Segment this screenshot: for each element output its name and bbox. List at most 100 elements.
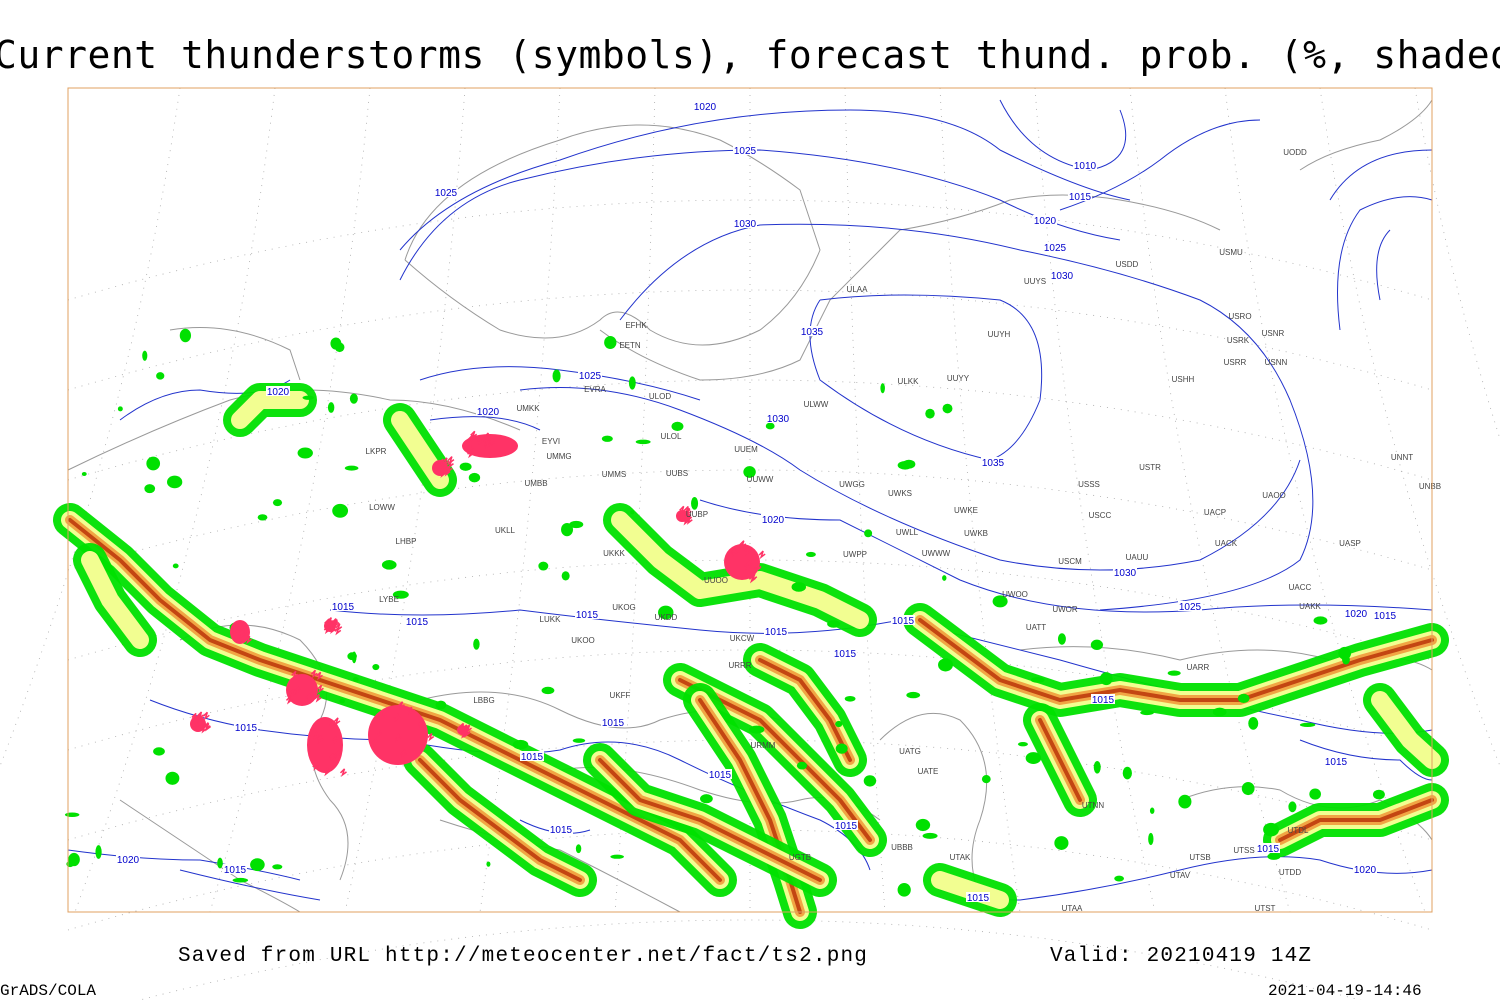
probability-speck [330, 337, 342, 350]
probability-speck [459, 462, 472, 471]
probability-speck [561, 571, 570, 581]
valid-time: Valid: 20210419 14Z [1050, 945, 1312, 968]
isobar-label-bg [1324, 756, 1348, 766]
isobar-label-bg [405, 616, 429, 626]
thunderstorm-symbol [289, 689, 297, 698]
probability-shading [1278, 798, 1434, 842]
thunderstorm-symbol [375, 729, 383, 738]
probability-speck [512, 739, 529, 750]
probability-speck [327, 402, 335, 413]
thunderstorm-symbol [442, 457, 450, 466]
isobar-label: 1025 [734, 146, 757, 157]
probability-shading [81, 551, 149, 649]
isobar-label: 1015 [1374, 611, 1397, 622]
probability-speck [95, 845, 102, 859]
isobar-label: 1015 [1325, 757, 1348, 768]
thunderstorm-symbol [743, 547, 751, 556]
station-label: UARR [1187, 663, 1210, 672]
thunderstorm-symbol [678, 511, 686, 521]
probability-speck [68, 852, 80, 867]
probability-speck [1313, 616, 1328, 625]
isobar-label-bg [223, 864, 247, 874]
thunderstorm-symbol [326, 617, 334, 626]
station-label: UKKK [603, 549, 625, 558]
thunderstorm-symbol [238, 630, 246, 639]
station-label: UATE [918, 767, 939, 776]
isobar-label: 1015 [1092, 695, 1115, 706]
probability-speck [156, 372, 165, 380]
station-label: UMKK [516, 404, 540, 413]
station-label: LHBP [396, 537, 417, 546]
station-label: UWKB [964, 529, 988, 538]
thunderstorm-symbol [191, 715, 199, 724]
isobar-label: 1025 [435, 188, 458, 199]
meridian [939, 87, 1021, 913]
isobar-label-bg [834, 820, 858, 830]
isobar [809, 294, 1043, 461]
thunderstorm-symbol [510, 444, 518, 454]
probability-speck [349, 393, 358, 404]
station-label: ULOD [649, 392, 671, 401]
probability-speck [1149, 807, 1155, 814]
probability-speck [473, 638, 480, 650]
station-label: ULWW [804, 400, 829, 409]
isobar-label: 1020 [1345, 609, 1368, 620]
station-label: UWPP [843, 550, 867, 559]
thunderstorm-symbol [679, 505, 687, 515]
probability-speck [217, 857, 223, 869]
thunderstorm-symbol [323, 625, 331, 635]
thunderstorm-symbol [291, 670, 299, 680]
probability-speck [691, 496, 699, 510]
isobar-label: 1020 [1354, 865, 1377, 876]
probability-speck [250, 858, 265, 872]
probability-speck [915, 818, 931, 832]
thunderstorm-symbol [464, 724, 472, 734]
isobar-label-bg [966, 892, 990, 902]
isobar-label-bg [116, 854, 140, 864]
probability-speck [257, 514, 268, 521]
probability-speck [906, 691, 921, 699]
thunderstorm-symbol [483, 432, 491, 442]
probability-speck [569, 520, 584, 529]
probability-speck [796, 761, 808, 770]
station-label: UWOR [1052, 605, 1078, 614]
meridian [1129, 87, 1291, 913]
probability-speck [925, 408, 935, 419]
probability-speck [167, 475, 183, 489]
station-label: UUYS [1024, 277, 1046, 286]
station-label: UMBB [524, 479, 547, 488]
probability-speck [902, 459, 916, 469]
station-label: UTDD [1279, 868, 1301, 877]
probability-speck [146, 456, 161, 471]
isobar-label-bg [693, 101, 717, 111]
station-label: UMMS [602, 470, 626, 479]
probability-speck [992, 595, 1008, 608]
station-label: UTAK [950, 853, 971, 862]
thunderstorm-symbol [438, 458, 446, 468]
probability-speck [1140, 710, 1154, 716]
probability-speck [232, 877, 249, 883]
probability-speck [827, 620, 841, 628]
isobar-label: 1015 [332, 602, 355, 613]
probability-speck [938, 658, 953, 672]
thunderstorm-symbol [445, 464, 453, 474]
probability-speck [1017, 742, 1028, 747]
isobar [179, 869, 321, 901]
thunderstorm-symbol [441, 467, 449, 476]
thunderstorm-symbol [393, 713, 401, 722]
source-url: Saved from URL http://meteocenter.net/fa… [178, 945, 868, 968]
probability-speck [1342, 654, 1350, 665]
station-label: URRR [728, 661, 751, 670]
probability-speck [144, 484, 156, 494]
station-label: UKOO [571, 636, 595, 645]
probability-speck [538, 561, 549, 571]
probability-shading [231, 391, 309, 429]
station-label: USDD [1116, 260, 1139, 269]
station-label: LKPR [366, 447, 387, 456]
thunderstorm-symbol [484, 440, 492, 450]
thunderstorm-symbol [335, 623, 343, 632]
probability-speck [372, 663, 380, 671]
thunderstorm-symbol [328, 752, 336, 762]
thunderstorm-symbol [328, 623, 336, 632]
probability-speck [392, 590, 409, 599]
